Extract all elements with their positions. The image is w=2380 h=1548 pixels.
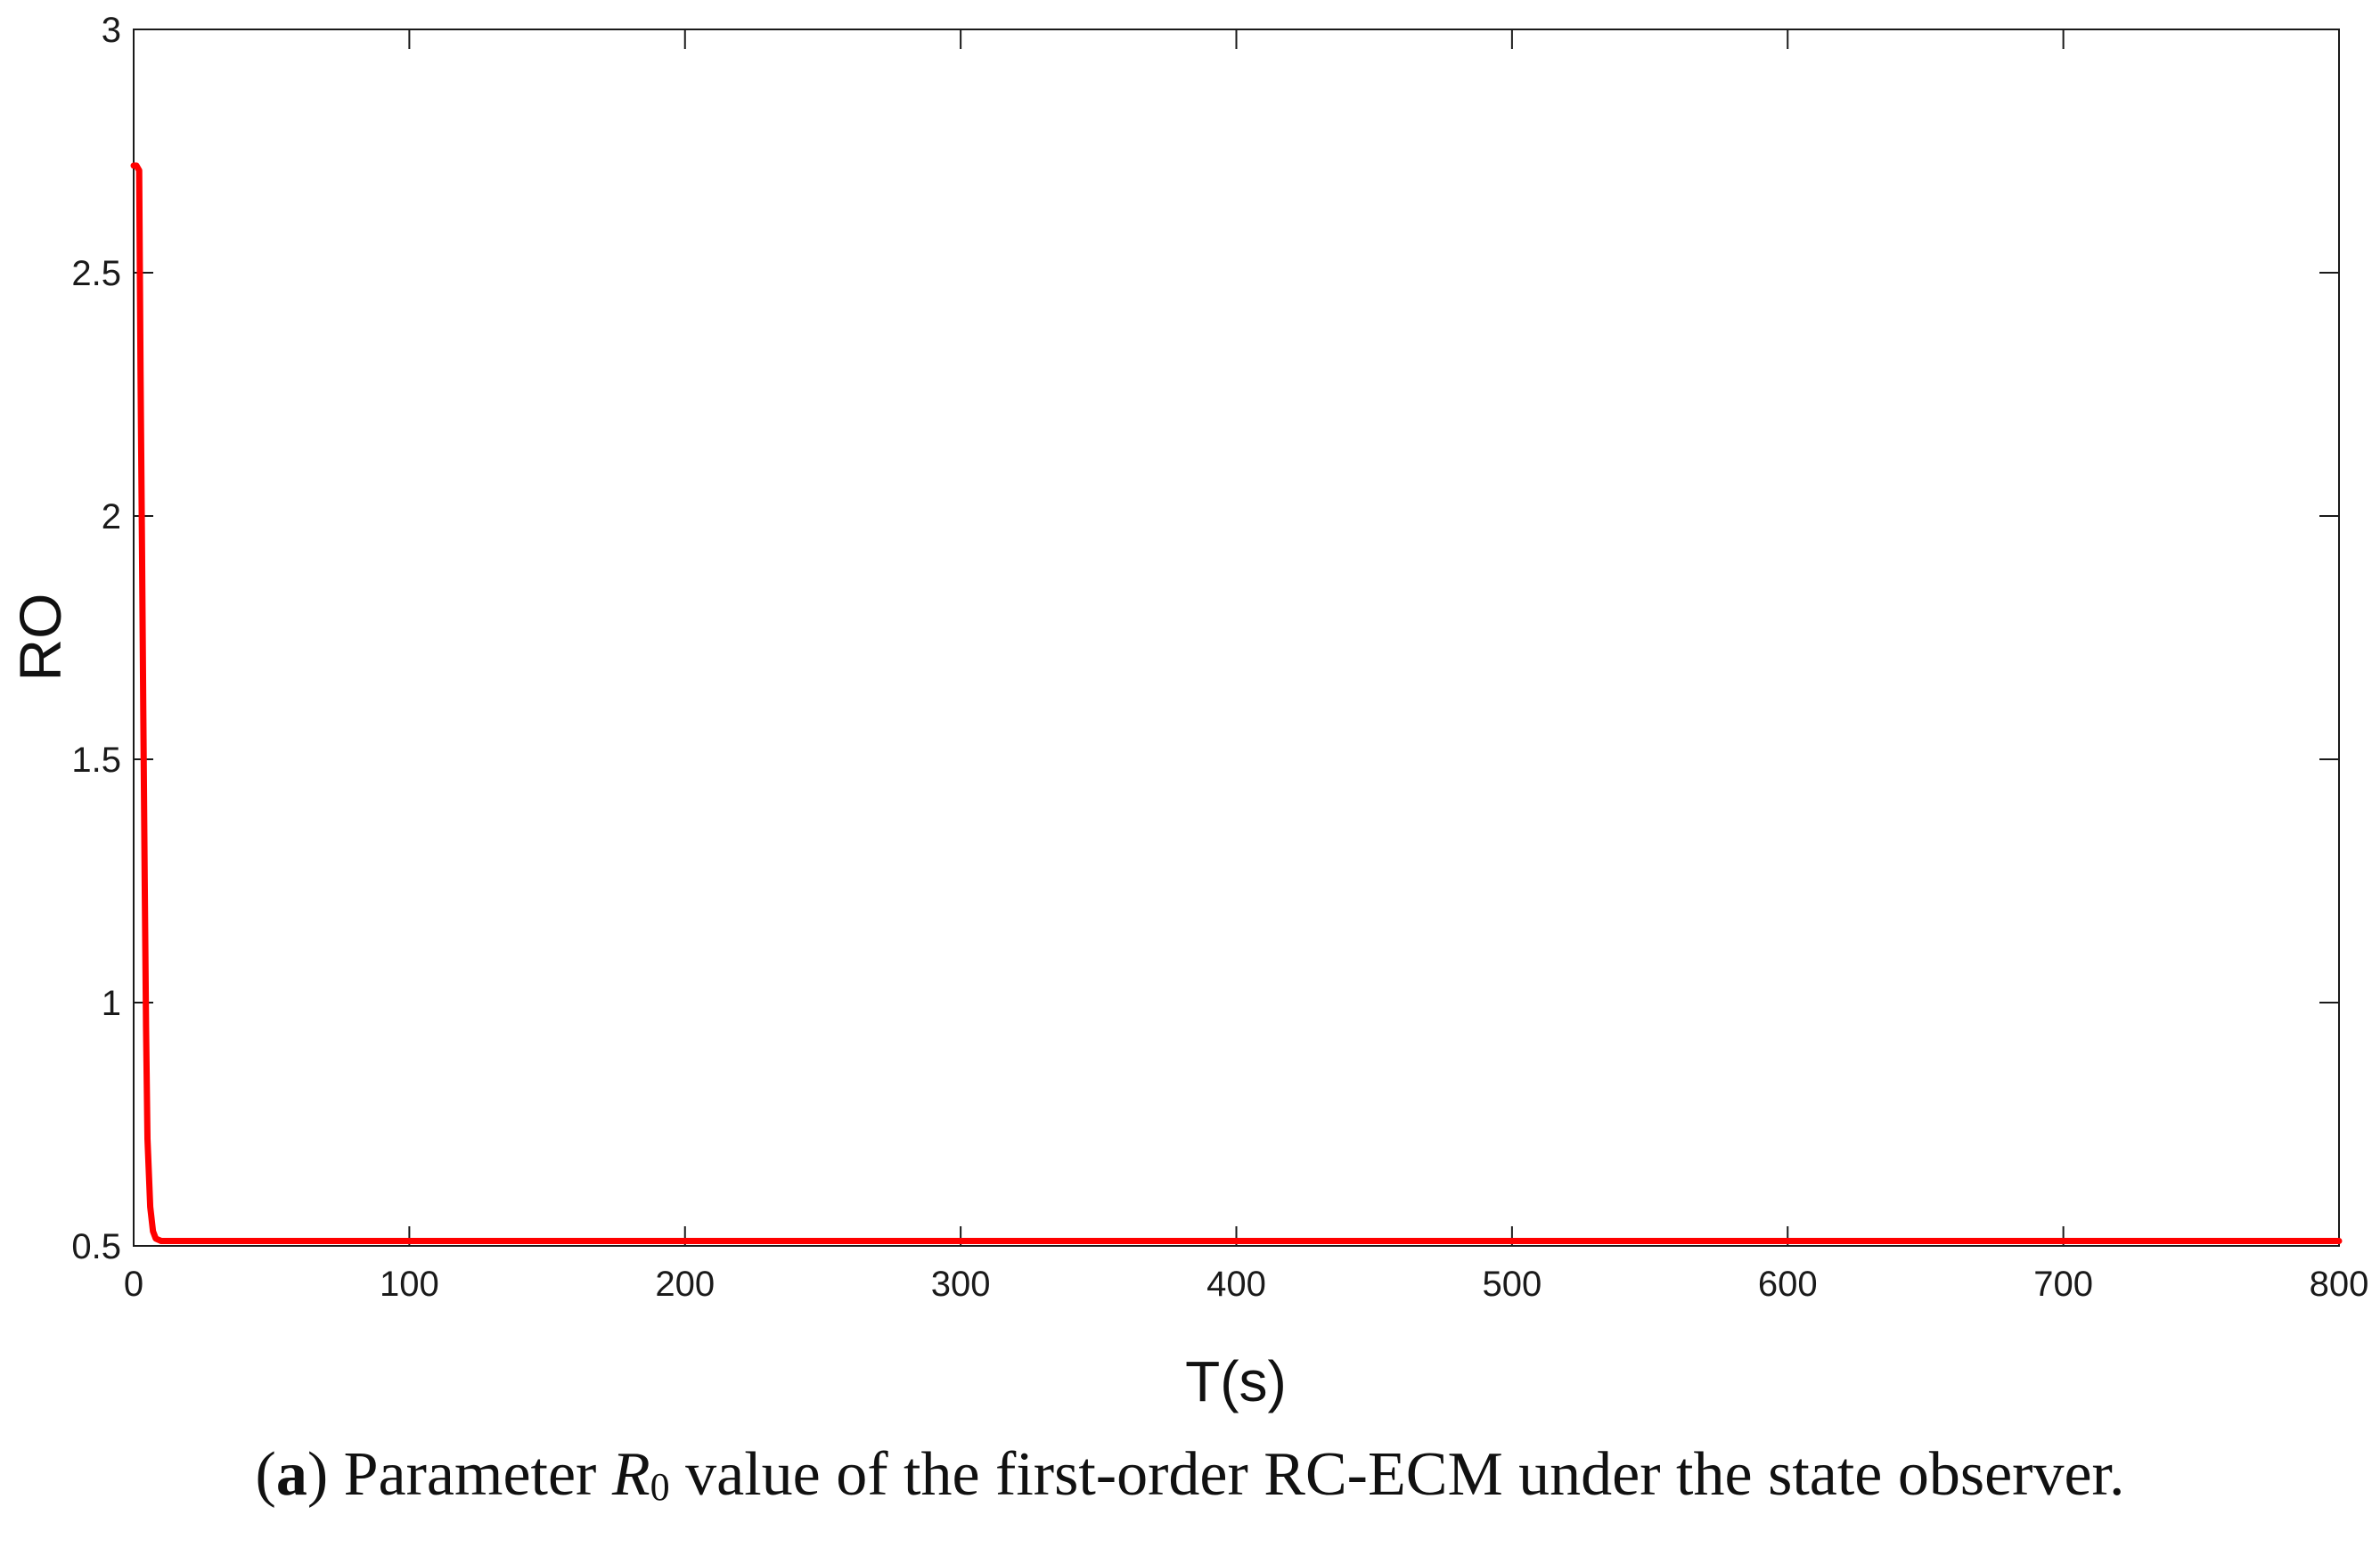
plot-area	[133, 29, 2340, 1247]
y-axis-title: RO	[7, 594, 73, 682]
x-tick-label: 400	[1206, 1265, 1266, 1304]
x-tick-label: 500	[1483, 1265, 1542, 1304]
y-tick-label: 1.5	[71, 741, 121, 780]
caption-label: a	[275, 1440, 307, 1509]
x-tick-label: 200	[655, 1265, 715, 1304]
figure-caption: (a) Parameter R0 value of the first-orde…	[255, 1440, 2125, 1509]
x-tick-label: 600	[1758, 1265, 1818, 1304]
caption-text-before: Parameter	[328, 1440, 612, 1509]
y-tick-label: 2	[102, 497, 121, 536]
y-tick-label: 3	[102, 11, 121, 50]
x-tick-label: 300	[931, 1265, 991, 1304]
series-line	[130, 162, 2343, 1244]
caption-symbol: R	[611, 1440, 650, 1509]
caption-subscript: 0	[650, 1465, 670, 1509]
x-tick-label: 700	[2033, 1265, 2093, 1304]
x-tick-label: 100	[380, 1265, 439, 1304]
x-tick-label: 800	[2310, 1265, 2369, 1304]
x-axis-title: T(s)	[1185, 1349, 1287, 1413]
y-tick-label: 0.5	[71, 1227, 121, 1266]
caption-text-after: value of the first-order RC-ECM under th…	[669, 1440, 2125, 1509]
series-layer	[130, 162, 2343, 1244]
x-tick-label: 0	[124, 1265, 143, 1304]
y-tick-label: 2.5	[71, 254, 121, 293]
ticks-layer: 0 100 200 300 400 500 600 700 800 0.5 1 1.5 2 2.5 3	[71, 11, 2368, 1304]
y-tick-label: 1	[102, 984, 121, 1023]
